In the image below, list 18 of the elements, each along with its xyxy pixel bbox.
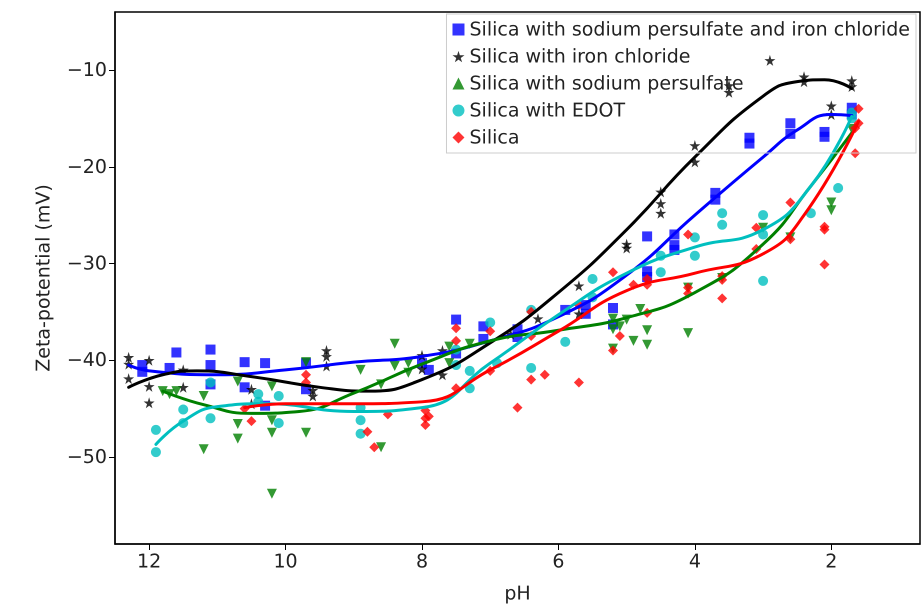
legend-label: Silica with sodium persulfate (469, 72, 744, 94)
y-tick-label: −20 (66, 156, 107, 178)
x-tick-label: 12 (137, 550, 162, 572)
x-tick-label: 8 (416, 550, 428, 572)
y-tick-label: −40 (66, 349, 107, 372)
x-tick-label: 4 (688, 550, 701, 572)
y-tick-label: −10 (66, 59, 107, 82)
y-tick-label: −30 (66, 252, 107, 274)
legend-label: Silica with iron chloride (469, 46, 690, 68)
legend-label: Silica (469, 126, 520, 148)
x-tick-label: 10 (273, 550, 298, 572)
y-tick-label: −50 (66, 446, 107, 468)
legend-label: Silica with sodium persulfate and iron chloride (469, 18, 910, 40)
x-tick-label: 6 (552, 550, 564, 572)
x-axis-title: pH (504, 582, 531, 604)
x-tick-label: 2 (825, 550, 838, 572)
y-axis-title: Zeta-potential (mV) (32, 184, 54, 372)
legend-label: Silica with EDOT (469, 100, 626, 122)
